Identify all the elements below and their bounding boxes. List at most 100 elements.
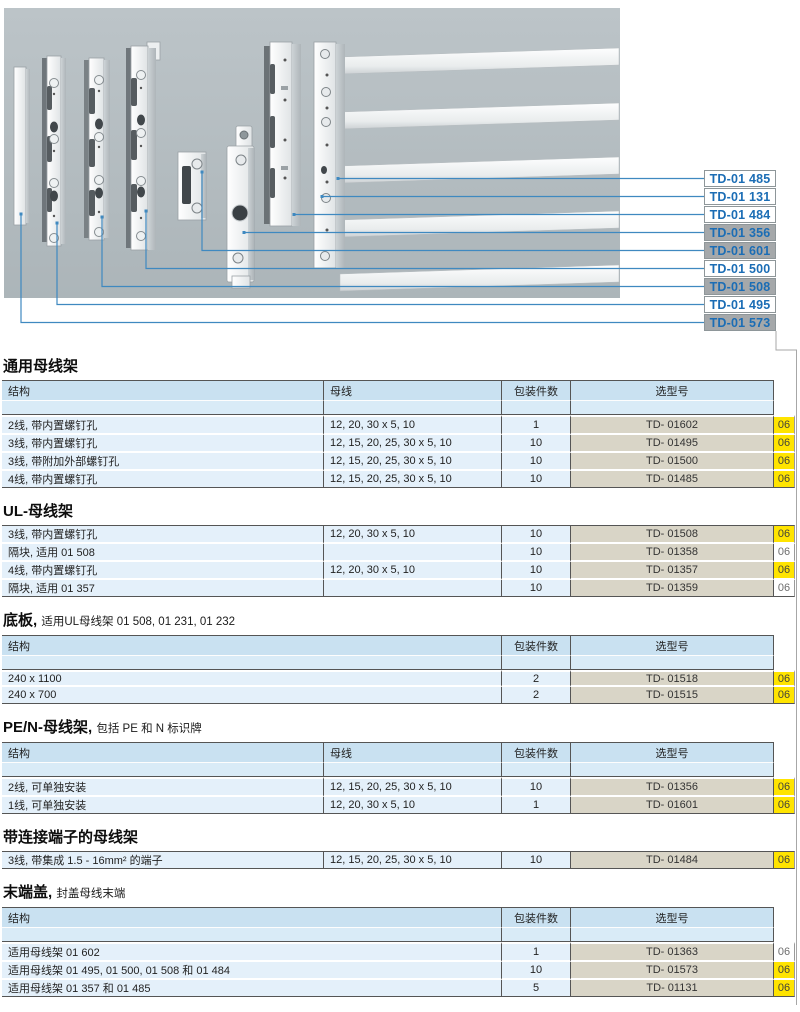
busbar-support-product xyxy=(264,41,301,227)
cell-model: TD- 01485 xyxy=(571,471,774,488)
cell-model: TD- 01363 xyxy=(571,942,774,962)
callout-label: TD-01 131 xyxy=(704,188,776,205)
table-row: 2线, 带内置螺钉孔 12, 20, 30 x 5, 10 1 TD- 0160… xyxy=(2,415,795,435)
table-row: 4线, 带内置螺钉孔 12, 20, 30 x 5, 10 10 TD- 013… xyxy=(2,562,795,580)
table-header-row: 结构 母线 包装件数 选型号 xyxy=(2,380,795,401)
cell-busbar: 12, 15, 20, 25, 30 x 5, 10 xyxy=(324,777,502,797)
spacer-cell xyxy=(774,907,795,928)
section-ul-busbar-support: UL-母线架 3线, 带内置螺钉孔 12, 20, 30 x 5, 10 10 … xyxy=(2,503,800,597)
cell-model: TD- 01357 xyxy=(571,562,774,580)
busbar-support-product xyxy=(13,66,30,226)
section-title: 通用母线架 xyxy=(3,358,79,375)
cell-busbar xyxy=(324,544,502,562)
callout-label-list: TD-01 485 TD-01 131 TD-01 484 TD-01 356 … xyxy=(704,170,776,332)
page-ref-badge: 06 xyxy=(774,962,795,980)
cell-pack: 1 xyxy=(502,797,571,814)
busbar-support-product xyxy=(84,57,110,241)
table-row: 适用母线架 01 602 1 TD- 01363 06 xyxy=(2,942,795,962)
cell-model: TD- 01602 xyxy=(571,415,774,435)
col-header-pack: 包装件数 xyxy=(502,380,571,401)
cell-pack: 2 xyxy=(502,670,571,687)
callout-label: TD-01 485 xyxy=(704,170,776,187)
page-ref-badge: 06 xyxy=(774,797,795,814)
col-header-pack: 包装件数 xyxy=(502,742,571,763)
cell-pack: 10 xyxy=(502,453,571,471)
callout-line xyxy=(20,214,704,324)
cell-model: TD- 01358 xyxy=(571,544,774,562)
busbar-bars xyxy=(339,47,620,292)
cell-model: TD- 01356 xyxy=(571,777,774,797)
cell-model: TD- 01601 xyxy=(571,797,774,814)
cell-busbar: 12, 20, 30 x 5, 10 xyxy=(324,415,502,435)
page-ref-badge: 06 xyxy=(774,980,795,997)
section-end-cover: 末端盖, 封盖母线末端 结构 包装件数 选型号 适用母线架 01 602 1 T… xyxy=(2,884,800,997)
table-row: 隔块, 适用 01 508 10 TD- 01358 06 xyxy=(2,544,795,562)
cell-model: TD- 01508 xyxy=(571,525,774,544)
callout-label: TD-01 495 xyxy=(704,296,776,313)
section-subtitle: 封盖母线末端 xyxy=(56,888,126,900)
callout-line xyxy=(56,223,704,306)
callout-dot xyxy=(200,170,204,174)
callout-dot xyxy=(19,212,23,216)
section-subtitle: 适用UL母线架 01 508, 01 231, 01 232 xyxy=(41,616,236,628)
busbar-support-product xyxy=(42,55,66,247)
page-ref-badge: 06 xyxy=(774,687,795,704)
section-title: PE/N-母线架, 包括 PE 和 N 标识牌 xyxy=(3,719,202,736)
section-title: 底板, 适用UL母线架 01 508, 01 231, 01 232 xyxy=(3,612,236,629)
cell-model: TD- 01484 xyxy=(571,851,774,869)
col-header-pack: 包装件数 xyxy=(502,907,571,928)
spec-table: 结构 包装件数 选型号 240 x 1100 2 TD- 01518 06 24… xyxy=(2,635,795,704)
callout-dots xyxy=(19,170,340,234)
cell-structure: 2线, 带内置螺钉孔 xyxy=(2,415,324,435)
cell-pack: 1 xyxy=(502,415,571,435)
callout-lines xyxy=(20,172,704,324)
callout-line xyxy=(201,172,704,252)
table-header-row: 结构 母线 包装件数 选型号 xyxy=(2,742,795,763)
col-header-model: 选型号 xyxy=(571,907,774,928)
callout-label: TD-01 484 xyxy=(704,206,776,223)
spacer-cell xyxy=(774,656,795,670)
table-empty-row xyxy=(2,928,795,942)
section-pen-busbar-support: PE/N-母线架, 包括 PE 和 N 标识牌 结构 母线 包装件数 选型号 2… xyxy=(2,719,800,814)
catalog-tables: 通用母线架 结构 母线 包装件数 选型号 2线, 带内置螺钉孔 12, 20, … xyxy=(0,352,800,997)
cell-structure: 1线, 可单独安装 xyxy=(2,797,324,814)
page-ref-badge: 06 xyxy=(774,670,795,687)
col-header-structure: 结构 xyxy=(2,742,324,763)
table-row: 240 x 1100 2 TD- 01518 06 xyxy=(2,670,795,687)
page-ref-badge: 06 xyxy=(774,415,795,435)
table-empty-row xyxy=(2,656,795,670)
busbar-support-product xyxy=(126,41,161,251)
spec-table: 结构 母线 包装件数 选型号 2线, 可单独安装 12, 15, 20, 25,… xyxy=(2,742,795,814)
table-row: 3线, 带集成 1.5 - 16mm² 的端子 12, 15, 20, 25, … xyxy=(2,851,795,869)
cell-structure: 240 x 1100 xyxy=(2,670,502,687)
corner-bracket-line xyxy=(775,331,797,351)
cell-busbar: 12, 15, 20, 25, 30 x 5, 10 xyxy=(324,471,502,488)
page-ref-badge: 06 xyxy=(774,453,795,471)
table-row: 2线, 可单独安装 12, 15, 20, 25, 30 x 5, 10 10 … xyxy=(2,777,795,797)
col-header-model: 选型号 xyxy=(571,635,774,656)
col-header-model: 选型号 xyxy=(571,380,774,401)
callout-dot xyxy=(292,213,296,216)
cell-structure: 3线, 带集成 1.5 - 16mm² 的端子 xyxy=(2,851,324,869)
callout-label: TD-01 356 xyxy=(704,224,776,241)
cell-pack: 10 xyxy=(502,962,571,980)
spacer-cell xyxy=(774,928,795,942)
cell-busbar: 12, 20, 30 x 5, 10 xyxy=(324,797,502,814)
callout-line xyxy=(145,211,704,270)
cell-structure: 隔块, 适用 01 508 xyxy=(2,544,324,562)
cell-busbar xyxy=(324,580,502,597)
col-header-structure: 结构 xyxy=(2,907,502,928)
cell-structure: 适用母线架 01 495, 01 500, 01 508 和 01 484 xyxy=(2,962,502,980)
section-base-plate: 底板, 适用UL母线架 01 508, 01 231, 01 232 结构 包装… xyxy=(2,612,800,704)
table-empty-row xyxy=(2,763,795,777)
cell-model: TD- 01500 xyxy=(571,453,774,471)
table-row: 4线, 带内置螺钉孔 12, 15, 20, 25, 30 x 5, 10 10… xyxy=(2,471,795,488)
cell-pack: 10 xyxy=(502,580,571,597)
callout-dot xyxy=(320,195,324,198)
page-edge-rule xyxy=(796,350,797,1005)
page-ref-badge: 06 xyxy=(774,471,795,488)
section-subtitle: 包括 PE 和 N 标识牌 xyxy=(96,723,202,735)
cell-pack: 10 xyxy=(502,777,571,797)
spacer-cell xyxy=(774,635,795,656)
